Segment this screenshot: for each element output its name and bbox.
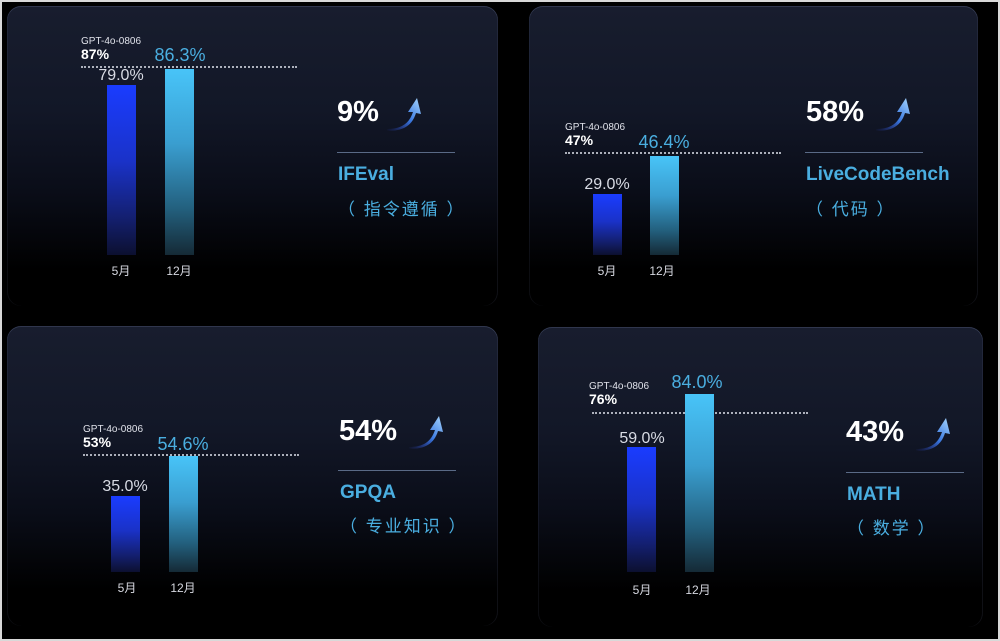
reference-line — [83, 454, 299, 456]
improvement-percent: 43% — [846, 416, 905, 448]
bar-may — [627, 447, 656, 572]
benchmark-category: （ 数学 ） — [847, 519, 937, 538]
may-value-label: 79.0% — [98, 67, 144, 84]
bar-dec — [165, 69, 194, 255]
reference-model-label: GPT-4o-0806 — [589, 381, 650, 392]
x-label-may: 5月 — [597, 264, 617, 278]
bar-dec — [685, 394, 714, 572]
reference-value: 76% — [589, 391, 618, 407]
panel-ifeval: GPT-4o-0806 87% 79.0% 86.3% 5月 12月 9% IF… — [7, 6, 498, 306]
x-label-dec: 12月 — [649, 264, 675, 278]
reference-line — [565, 152, 781, 154]
dec-value-label: 46.4% — [638, 132, 690, 152]
divider — [846, 472, 964, 473]
bar-dec — [650, 156, 679, 255]
reference-line — [81, 66, 297, 68]
trend-up-arrow-icon — [387, 98, 421, 131]
trend-up-arrow-icon — [409, 416, 443, 449]
reference-model-label: GPT-4o-0806 — [83, 424, 144, 435]
may-value-label: 35.0% — [102, 478, 148, 495]
reference-value: 53% — [83, 434, 112, 450]
improvement-percent: 58% — [806, 96, 865, 128]
bar-may — [107, 85, 136, 255]
trend-up-arrow-icon — [916, 418, 950, 451]
panel-math: GPT-4o-0806 76% 59.0% 84.0% 5月 12月 43% M… — [538, 327, 983, 627]
trend-up-arrow-icon — [876, 98, 910, 131]
divider — [805, 152, 923, 153]
benchmark-name: IFEval — [338, 164, 394, 185]
panel-livecodebench: GPT-4o-0806 47% 29.0% 46.4% 5月 12月 58% L… — [529, 6, 978, 306]
reference-value: 47% — [565, 132, 594, 148]
benchmark-name: MATH — [847, 484, 901, 505]
benchmark-category: （ 指令遵循 ） — [338, 200, 466, 219]
x-label-may: 5月 — [117, 581, 137, 595]
divider — [338, 470, 456, 471]
dec-value-label: 84.0% — [671, 372, 723, 392]
x-label-dec: 12月 — [166, 264, 192, 278]
reference-model-label: GPT-4o-0806 — [81, 36, 142, 47]
reference-value: 87% — [81, 46, 110, 62]
bar-may — [593, 194, 622, 255]
benchmark-name: LiveCodeBench — [806, 164, 950, 185]
panel-gpqa: GPT-4o-0806 53% 35.0% 54.6% 5月 12月 54% G… — [7, 326, 498, 626]
improvement-percent: 54% — [339, 415, 398, 447]
benchmark-name: GPQA — [340, 482, 396, 503]
may-value-label: 59.0% — [619, 430, 665, 447]
x-label-dec: 12月 — [685, 583, 711, 597]
x-label-dec: 12月 — [170, 581, 196, 595]
dec-value-label: 54.6% — [157, 434, 209, 454]
dec-value-label: 86.3% — [154, 45, 206, 65]
bar-may — [111, 496, 140, 572]
x-label-may: 5月 — [632, 583, 652, 597]
benchmark-category: （ 专业知识 ） — [340, 517, 468, 536]
x-label-may: 5月 — [111, 264, 131, 278]
divider — [337, 152, 455, 153]
improvement-percent: 9% — [337, 96, 379, 128]
may-value-label: 29.0% — [584, 176, 630, 193]
reference-model-label: GPT-4o-0806 — [565, 122, 626, 133]
bar-dec — [169, 456, 198, 572]
benchmark-category: （ 代码 ） — [806, 200, 896, 219]
